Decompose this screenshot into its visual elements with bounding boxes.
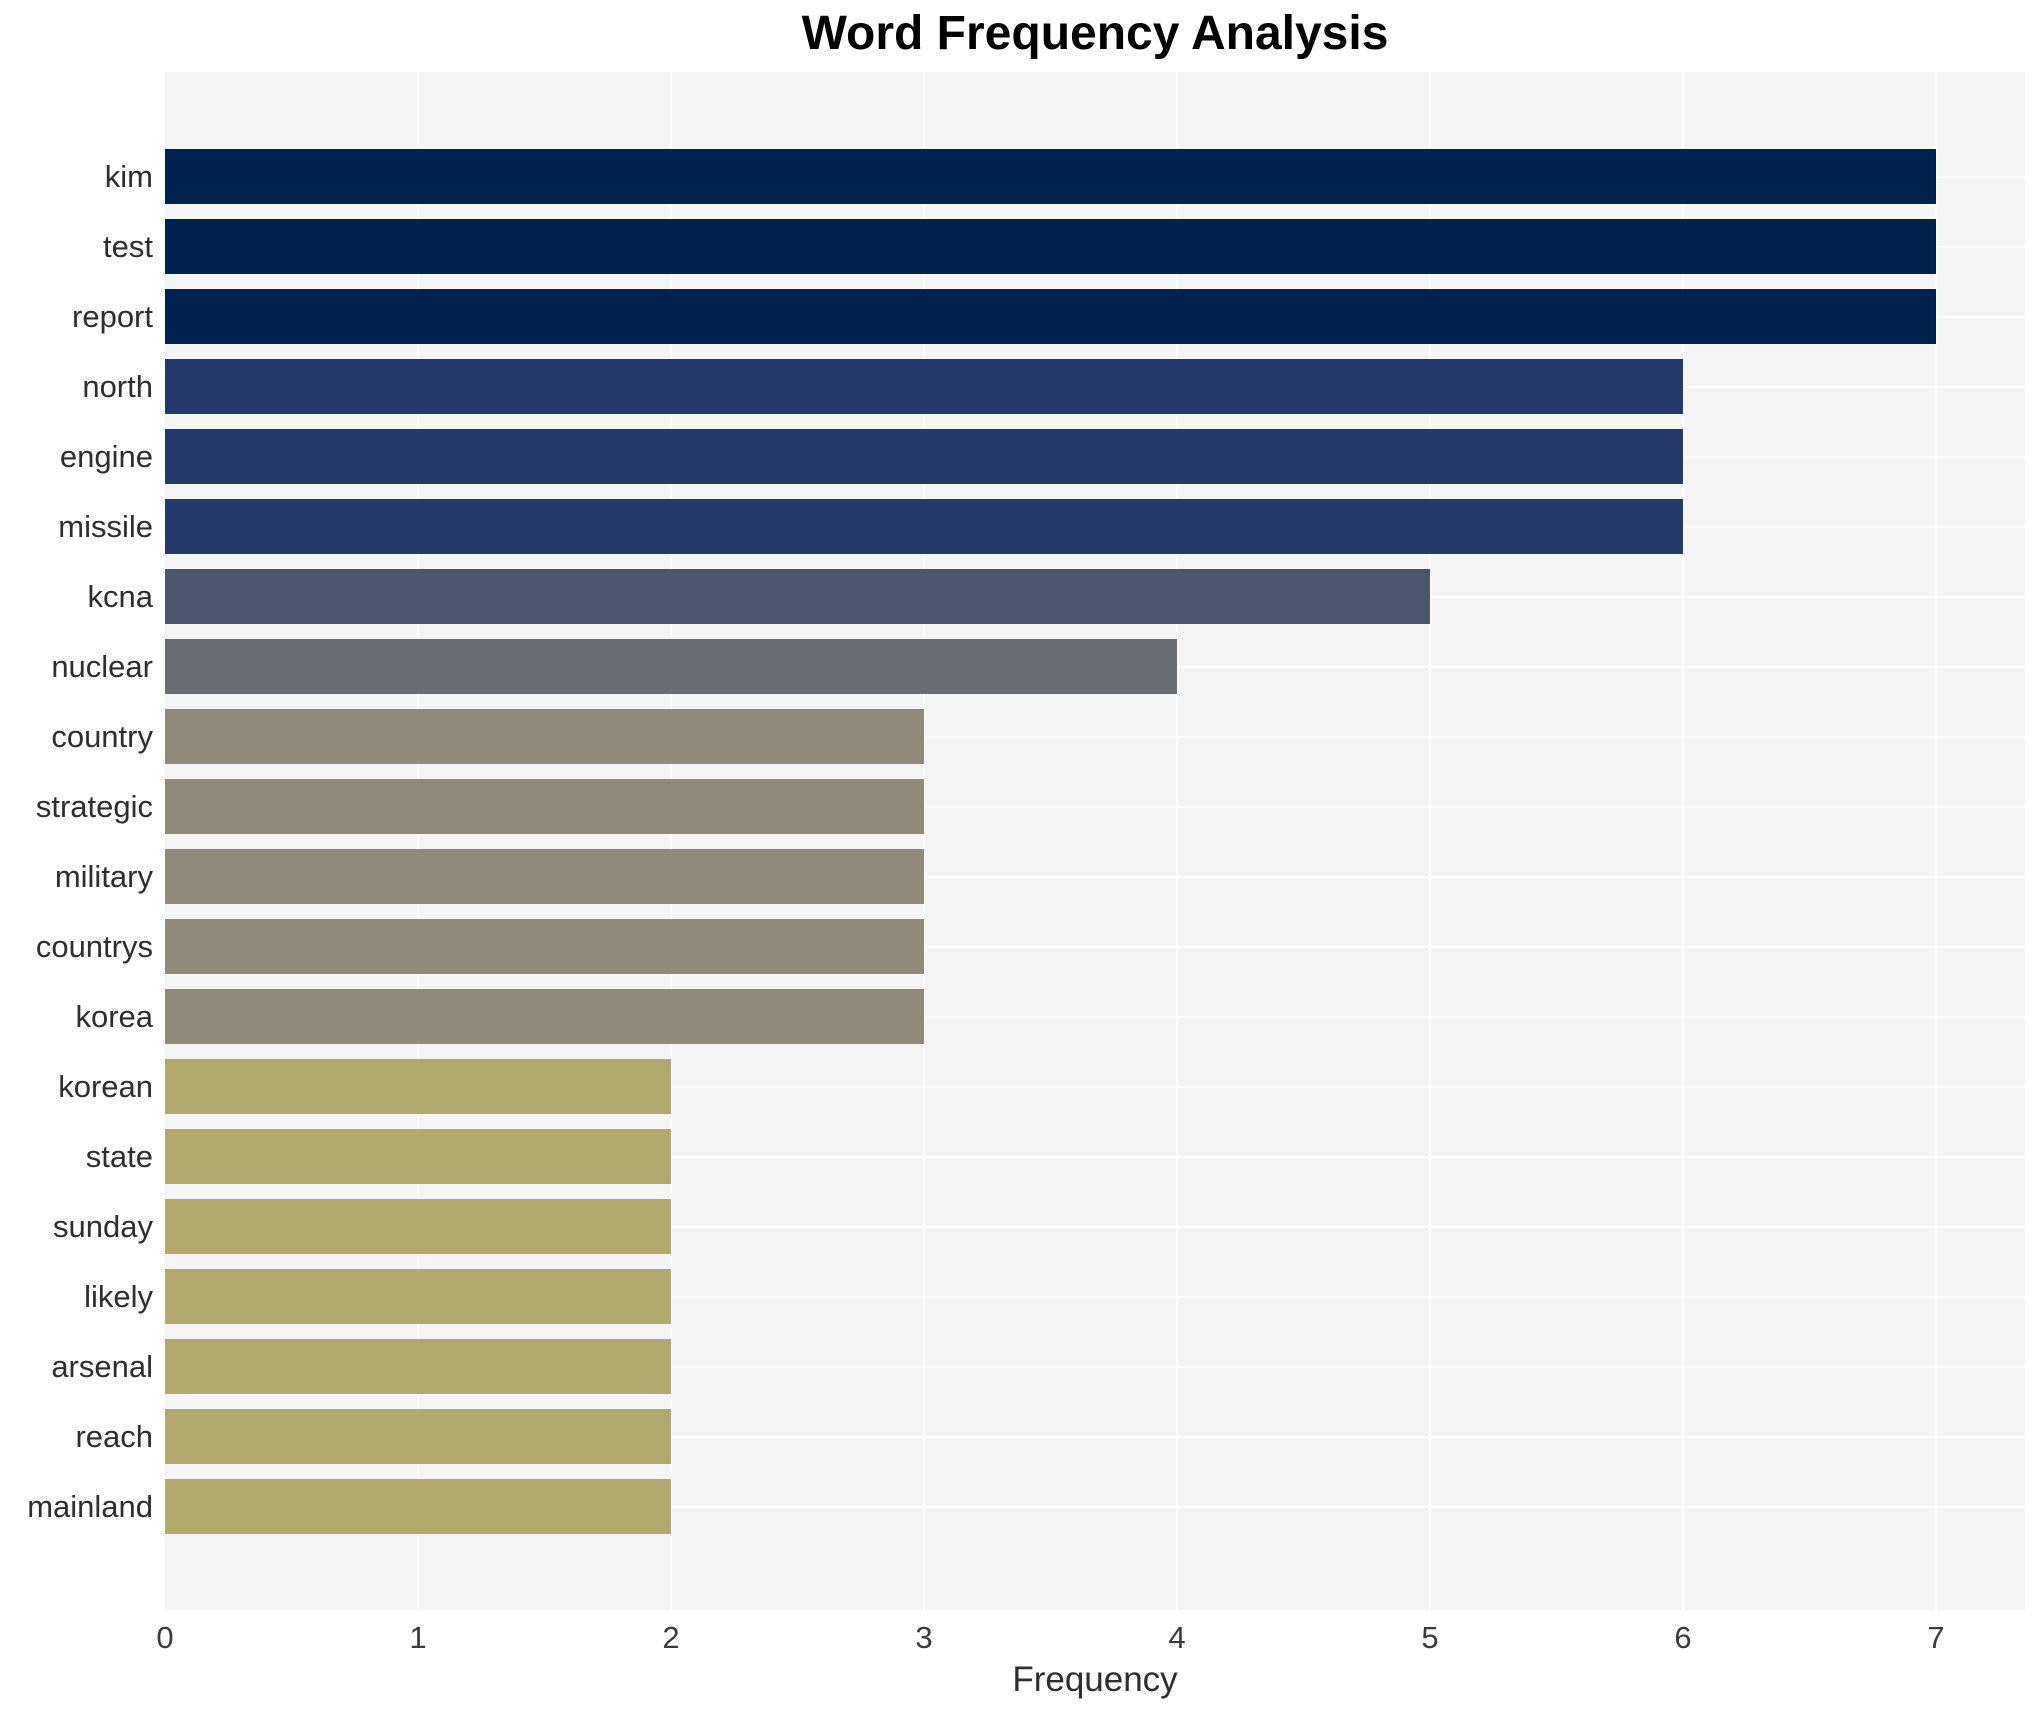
bar-rows-container: kim test report north engine missile kcna nucle… <box>27 142 2025 1542</box>
x-tick-label: 3 <box>915 1620 933 1655</box>
bar-reach <box>165 1409 671 1464</box>
vertical-gridline <box>1176 72 1178 1610</box>
bar-row: likely <box>84 1262 2025 1332</box>
bar-kcna <box>165 569 1430 624</box>
bar-military <box>165 849 924 904</box>
y-axis-label: military <box>54 859 153 894</box>
horizontal-gridline <box>165 1506 2025 1508</box>
horizontal-gridline <box>165 1086 2025 1088</box>
horizontal-gridline <box>165 1156 2025 1158</box>
bar-row: korea <box>75 982 2025 1052</box>
bar-strategic <box>165 779 924 834</box>
y-axis-label: test <box>103 229 153 264</box>
bar-row: north <box>82 352 2025 422</box>
bar-row: state <box>86 1122 2025 1192</box>
bar-row: missile <box>58 492 2025 562</box>
x-tick-label: 2 <box>662 1620 680 1655</box>
bar-kim <box>165 149 1936 204</box>
bar-likely <box>165 1269 671 1324</box>
bar-test <box>165 219 1936 274</box>
bar-countrys <box>165 919 924 974</box>
vertical-gridline <box>923 72 925 1610</box>
bar-row: mainland <box>27 1472 2025 1542</box>
y-axis-label: kim <box>104 159 153 194</box>
horizontal-gridline <box>165 806 2025 808</box>
y-axis-label: state <box>85 1139 153 1174</box>
bar-row: countrys <box>36 912 2025 982</box>
vertical-gridline <box>670 72 672 1610</box>
y-axis-label: korea <box>75 999 153 1034</box>
bar-engine <box>165 429 1683 484</box>
x-tick-label: 4 <box>1168 1620 1186 1655</box>
bar-row: sunday <box>53 1192 2025 1262</box>
vertical-gridline <box>1429 72 1431 1610</box>
bar-missile <box>165 499 1683 554</box>
bar-row: engine <box>60 422 2025 492</box>
bar-row: strategic <box>36 772 2025 842</box>
y-axis-label: korean <box>58 1069 153 1104</box>
bar-korean <box>165 1059 671 1114</box>
bar-row: reach <box>75 1402 2025 1472</box>
y-axis-label: missile <box>58 509 153 544</box>
y-axis-label: countrys <box>35 929 153 964</box>
horizontal-gridline <box>165 736 2025 738</box>
y-axis-label: reach <box>75 1419 153 1454</box>
bar-row: report <box>72 282 2025 352</box>
bar-korea <box>165 989 924 1044</box>
horizontal-gridline <box>165 1016 2025 1018</box>
bar-report <box>165 289 1936 344</box>
horizontal-gridline <box>165 1226 2025 1228</box>
bar-country <box>165 709 924 764</box>
x-tick-label: 1 <box>409 1620 427 1655</box>
bar-row: arsenal <box>51 1332 2025 1402</box>
x-tick-label: 0 <box>156 1620 174 1655</box>
bar-nuclear <box>165 639 1177 694</box>
y-axis-label: report <box>72 299 153 334</box>
vertical-gridline <box>1935 72 1937 1610</box>
bar-sunday <box>165 1199 671 1254</box>
x-tick-label: 6 <box>1674 1620 1692 1655</box>
y-axis-label: nuclear <box>51 649 153 684</box>
vertical-gridline <box>417 72 419 1610</box>
x-axis-title: Frequency <box>1012 1660 1178 1699</box>
horizontal-gridline <box>165 1366 2025 1368</box>
horizontal-gridline <box>165 1436 2025 1438</box>
plot-area: kim test report north engine missile kcna nucle… <box>27 72 2025 1610</box>
y-axis-label: sunday <box>53 1209 153 1244</box>
bar-row: kim <box>105 142 2025 212</box>
bar-row: korean <box>58 1052 2025 1122</box>
bar-row: nuclear <box>51 632 2025 702</box>
bar-arsenal <box>165 1339 671 1394</box>
y-axis-label: country <box>51 719 153 754</box>
x-tick-label: 5 <box>1421 1620 1439 1655</box>
horizontal-gridline <box>165 946 2025 948</box>
x-tick-label: 7 <box>1927 1620 1945 1655</box>
y-axis-label: engine <box>59 439 153 474</box>
chart-title: Word Frequency Analysis <box>801 7 1389 60</box>
y-axis-label: kcna <box>87 579 153 614</box>
horizontal-gridline <box>165 876 2025 878</box>
y-axis-label: likely <box>84 1279 153 1314</box>
vertical-gridline <box>1682 72 1684 1610</box>
y-axis-label: mainland <box>27 1489 153 1524</box>
horizontal-gridline <box>165 1296 2025 1298</box>
bar-north <box>165 359 1683 414</box>
y-axis-label: north <box>82 369 153 404</box>
y-axis-label: arsenal <box>51 1349 153 1384</box>
bar-row: kcna <box>88 562 2025 632</box>
bar-row: country <box>51 702 2025 772</box>
y-axis-label: strategic <box>35 789 153 824</box>
bar-state <box>165 1129 671 1184</box>
bar-row: test <box>103 212 2025 282</box>
bar-mainland <box>165 1479 671 1534</box>
bar-row: military <box>55 842 2025 912</box>
